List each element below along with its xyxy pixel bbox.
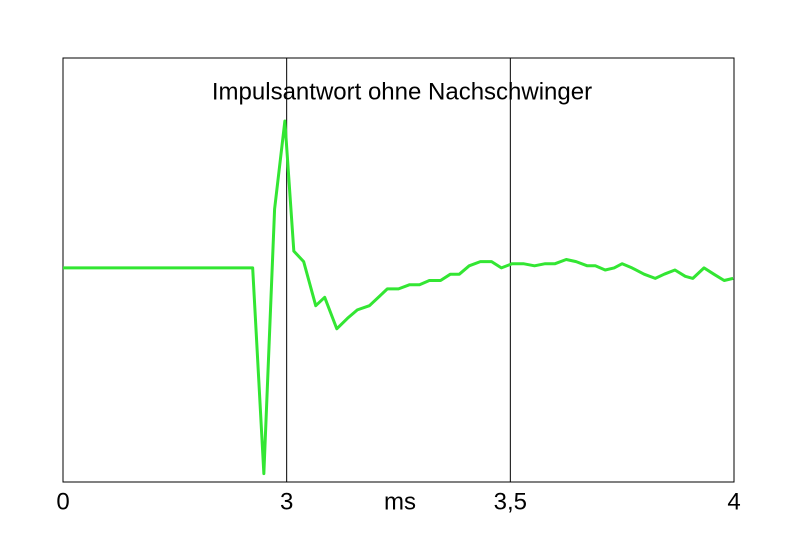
x-tick-label: 3 (280, 488, 293, 515)
chart-title: Impulsantwort ohne Nachschwinger (212, 78, 592, 105)
x-axis-label: ms (384, 488, 416, 515)
data-line (63, 119, 734, 476)
x-tick-label: 0 (56, 488, 69, 515)
x-tick-label: 3,5 (494, 488, 527, 515)
x-tick-label: 4 (727, 488, 740, 515)
plot-frame (62, 57, 735, 483)
